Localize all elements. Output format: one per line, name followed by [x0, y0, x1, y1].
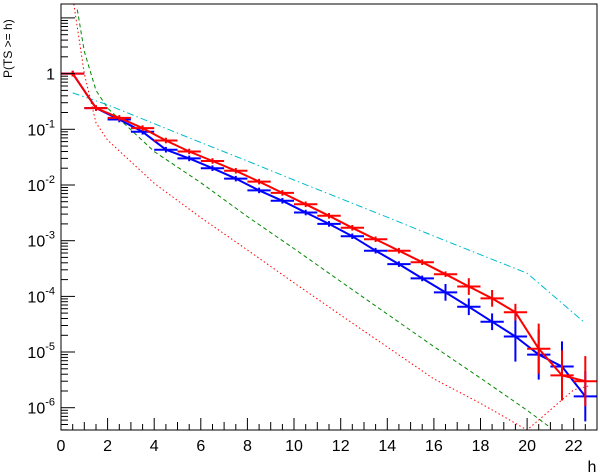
x-tick-label: 0: [57, 438, 66, 455]
y-tick-label: 10-4: [27, 285, 55, 306]
x-tick-label: 2: [103, 438, 112, 455]
x-tick-label: 22: [565, 438, 583, 455]
tick-layer: [60, 17, 598, 431]
y-tick-label: 10-2: [27, 174, 55, 195]
series-layer: [61, 3, 597, 431]
series-line-2-dotted: [73, 3, 591, 431]
x-tick-label: 12: [332, 438, 350, 455]
x-tick-label: 14: [378, 438, 396, 455]
y-tick-label: 1: [46, 67, 55, 84]
x-tick-label: 10: [285, 438, 303, 455]
y-tick-label: 10-3: [27, 230, 55, 251]
y-axis-title: P(TS >= h): [1, 19, 15, 78]
series-line-4-dash-dot: [72, 92, 586, 324]
y-tick-label: 10-1: [27, 118, 55, 139]
y-tick-label: 10-5: [27, 341, 55, 362]
x-tick-label: 4: [150, 438, 159, 455]
x-tick-label: 20: [518, 438, 536, 455]
x-tick-label: 8: [243, 438, 252, 455]
y-tick-label: 10-6: [27, 397, 55, 418]
label-layer: 0 2 4 6 8 10 12 14 16 18 20 22 1 10-1 10-2 10-3 10-4 10-5…: [27, 67, 582, 455]
x-axis-title: h: [588, 459, 597, 476]
x-tick-label: 6: [196, 438, 205, 455]
x-tick-label: 18: [472, 438, 490, 455]
series-line-3-dashed: [76, 9, 551, 429]
x-tick-label: 16: [425, 438, 443, 455]
